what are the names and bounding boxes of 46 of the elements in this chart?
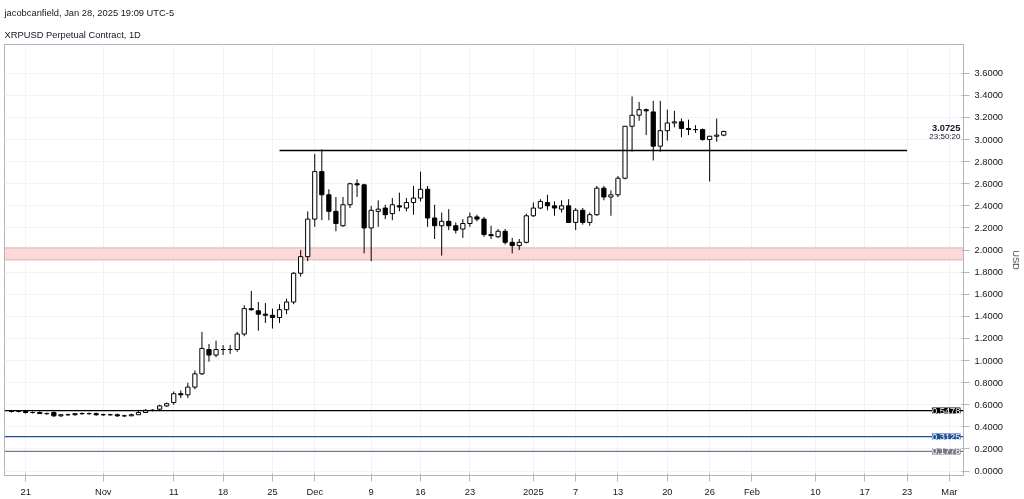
y-tick-label: 0.2000 <box>974 443 1004 454</box>
y-tick-label: 1.8000 <box>974 267 1004 278</box>
ref-line-label: 0.3125 <box>931 431 961 442</box>
x-tick-label: 21 <box>20 486 31 497</box>
x-tick-label: 10 <box>810 486 821 497</box>
y-tick-label: 0.4000 <box>974 421 1004 432</box>
x-tick-label: 16 <box>415 486 426 497</box>
x-tick-label: Feb <box>743 486 760 497</box>
x-tick-label: Nov <box>94 486 112 497</box>
y-tick-label: 2.0000 <box>974 245 1004 256</box>
y-tick-label: 2.4000 <box>974 200 1004 211</box>
y-tick-label: 1.6000 <box>974 289 1004 300</box>
annotation: 23:50:20 <box>929 131 962 141</box>
ref-line-label: 0.5478 <box>931 405 961 416</box>
text: jacobcanfield, Jan 28, 2025 19:09 UTC-5 <box>3 7 175 18</box>
y-tick-label: 1.4000 <box>974 311 1004 322</box>
y-tick-label: 1.0000 <box>974 355 1004 366</box>
x-tick-label: 23 <box>464 486 476 497</box>
x-tick-label: 18 <box>217 486 229 497</box>
x-tick-label: Dec <box>306 486 324 497</box>
y-tick-label: 3.6000 <box>974 68 1004 79</box>
annotation: 3.0725 <box>931 122 961 133</box>
y-tick-label: 1.2000 <box>974 333 1004 344</box>
x-tick-label: Mar <box>941 486 958 497</box>
x-tick-label: 17 <box>859 486 870 497</box>
x-tick-label: 7 <box>573 486 579 497</box>
chart-title: XRPUSD Perpetual Contract, 1D <box>4 29 142 40</box>
x-tick-label: 11 <box>168 486 179 497</box>
y-tick-label: 3.0000 <box>974 134 1004 145</box>
y-tick-label: 0.0000 <box>974 466 1004 477</box>
y-tick-label: 0.6000 <box>974 399 1004 410</box>
x-tick-label: 13 <box>612 486 624 497</box>
x-tick-label: 2025 <box>522 486 544 497</box>
y-tick-label: 2.2000 <box>974 222 1004 233</box>
y-tick-label: 3.4000 <box>974 90 1004 101</box>
x-tick-label: 20 <box>662 486 673 497</box>
ref-line-label: 0.1778 <box>931 446 961 457</box>
x-tick-label: 26 <box>704 486 715 497</box>
x-tick-label: 23 <box>901 486 913 497</box>
x-tick-label: 25 <box>267 486 278 497</box>
x-tick-label: 9 <box>368 486 374 497</box>
y-tick-label: 3.2000 <box>974 112 1004 123</box>
y-tick-label: 2.6000 <box>974 178 1004 189</box>
y-tick-label: 0.8000 <box>974 377 1004 388</box>
y-axis-title: USD <box>1011 250 1022 271</box>
y-tick-label: 2.8000 <box>974 156 1004 167</box>
